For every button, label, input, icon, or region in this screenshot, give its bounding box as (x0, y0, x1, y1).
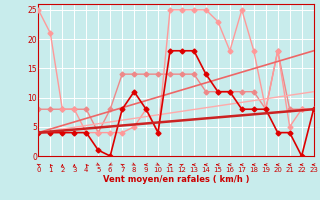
X-axis label: Vent moyen/en rafales ( km/h ): Vent moyen/en rafales ( km/h ) (103, 174, 249, 184)
